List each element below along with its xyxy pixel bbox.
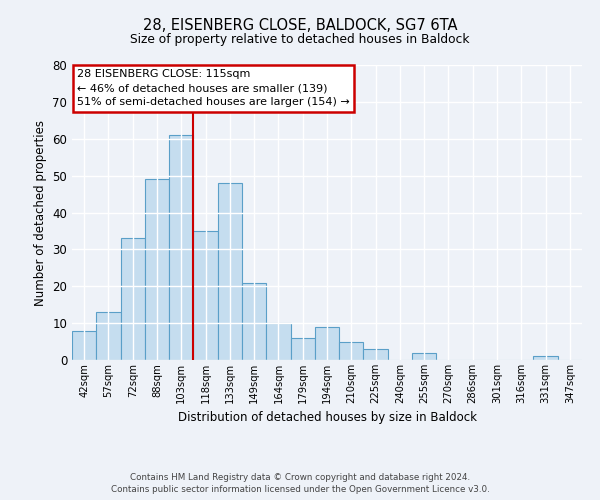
- Text: 28 EISENBERG CLOSE: 115sqm
← 46% of detached houses are smaller (139)
51% of sem: 28 EISENBERG CLOSE: 115sqm ← 46% of deta…: [77, 70, 350, 108]
- Y-axis label: Number of detached properties: Number of detached properties: [34, 120, 47, 306]
- Bar: [193, 231, 218, 360]
- Bar: [145, 180, 169, 360]
- Bar: [364, 349, 388, 360]
- Bar: [266, 323, 290, 360]
- Bar: [218, 183, 242, 360]
- Bar: [121, 238, 145, 360]
- Text: Contains HM Land Registry data © Crown copyright and database right 2024.: Contains HM Land Registry data © Crown c…: [130, 472, 470, 482]
- Text: Size of property relative to detached houses in Baldock: Size of property relative to detached ho…: [130, 32, 470, 46]
- Bar: [412, 352, 436, 360]
- Bar: [533, 356, 558, 360]
- Bar: [72, 330, 96, 360]
- Bar: [242, 282, 266, 360]
- Bar: [315, 327, 339, 360]
- Bar: [96, 312, 121, 360]
- Text: Contains public sector information licensed under the Open Government Licence v3: Contains public sector information licen…: [110, 485, 490, 494]
- Bar: [290, 338, 315, 360]
- Text: 28, EISENBERG CLOSE, BALDOCK, SG7 6TA: 28, EISENBERG CLOSE, BALDOCK, SG7 6TA: [143, 18, 457, 32]
- Bar: [169, 135, 193, 360]
- X-axis label: Distribution of detached houses by size in Baldock: Distribution of detached houses by size …: [178, 412, 476, 424]
- Bar: [339, 342, 364, 360]
